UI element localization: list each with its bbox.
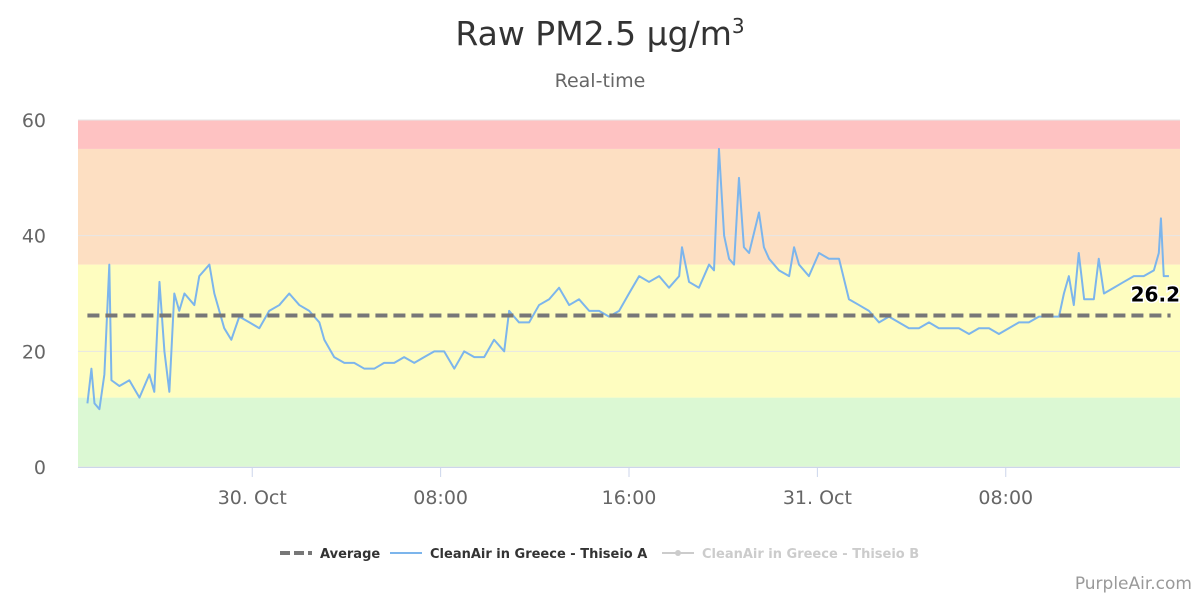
y-tick-label: 20 <box>22 341 46 363</box>
aqi-band <box>78 264 1180 398</box>
series-line-thiseio-a <box>86 147 1169 411</box>
x-tick-label: 08:00 <box>413 487 468 509</box>
x-tick-label: 30. Oct <box>218 487 287 509</box>
y-tick-label: 0 <box>34 457 46 479</box>
x-tick-label: 31. Oct <box>783 487 852 509</box>
aqi-band <box>78 120 1180 149</box>
x-tick-label: 08:00 <box>978 487 1033 509</box>
legend-item[interactable]: CleanAir in Greece - Thiseio A <box>430 547 647 562</box>
chart-title: Raw PM2.5 μg/m3 <box>455 14 745 53</box>
aqi-band <box>78 397 1180 467</box>
legend-marker <box>675 550 681 556</box>
y-tick-label: 60 <box>22 110 46 132</box>
y-tick-label: 40 <box>22 226 46 248</box>
x-tick-label: 16:00 <box>602 487 657 509</box>
average-value-label: 26.2 <box>1131 282 1180 306</box>
chart-subtitle: Real-time <box>554 70 646 92</box>
legend-item[interactable]: Average <box>320 547 380 562</box>
aqi-band <box>78 148 1180 265</box>
credit-link[interactable]: PurpleAir.com <box>1074 574 1192 594</box>
legend-item[interactable]: CleanAir in Greece - Thiseio B <box>702 547 919 562</box>
